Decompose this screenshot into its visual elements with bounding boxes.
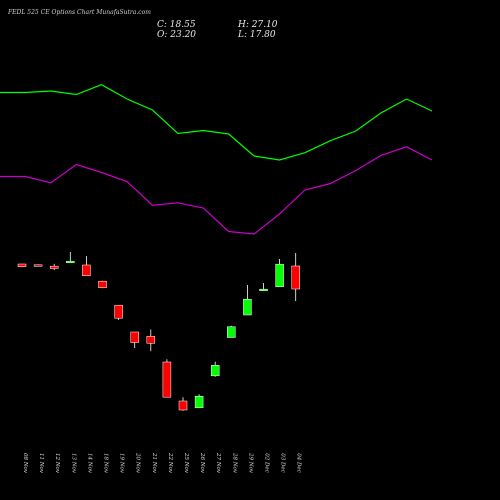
candle-16 bbox=[275, 259, 284, 288]
candle-17 bbox=[291, 253, 300, 301]
candle-7 bbox=[130, 331, 139, 348]
candle-body-bear bbox=[162, 361, 172, 398]
x-tick-label: 18 Nov bbox=[103, 453, 109, 474]
candle-body-bear bbox=[146, 336, 156, 344]
candle-4 bbox=[82, 256, 91, 276]
x-tick-label: 29 Nov bbox=[247, 452, 253, 474]
x-axis-labels: 08 Nov 11 Nov 12 Nov 13 Nov 14 Nov 18 Nov 19 N… bbox=[22, 452, 302, 474]
x-tick-label: 27 Nov bbox=[215, 452, 221, 474]
x-tick-label: 03 Dec bbox=[280, 453, 286, 473]
candle-body-bull bbox=[275, 263, 284, 288]
low-value: L: 17.80 bbox=[238, 30, 276, 40]
x-tick-label: 21 Nov bbox=[151, 452, 157, 474]
x-tick-label: 04 Dec bbox=[296, 453, 302, 473]
candle-9 bbox=[162, 359, 172, 398]
candle-body-bull bbox=[259, 288, 268, 291]
candle-12 bbox=[210, 361, 220, 377]
candle-body-bear bbox=[82, 264, 91, 276]
candle-body-bull bbox=[194, 395, 204, 409]
candle-body-bull bbox=[227, 326, 236, 338]
candle-11 bbox=[194, 394, 204, 409]
x-tick-label: 11 Nov bbox=[38, 453, 44, 474]
candle-body-bull bbox=[243, 298, 252, 316]
lower-overlay-line bbox=[0, 146, 433, 235]
candle-body-bear bbox=[49, 265, 59, 269]
candle-body-bear bbox=[291, 265, 300, 290]
candle-body-bear bbox=[98, 280, 107, 288]
candle-2 bbox=[49, 263, 59, 271]
candle-13 bbox=[227, 325, 236, 338]
upper-overlay-line bbox=[0, 84, 433, 161]
x-tick-label: 02 Dec bbox=[264, 453, 270, 473]
x-tick-label: 26 Nov bbox=[199, 452, 205, 474]
x-tick-label: 25 Nov bbox=[183, 452, 189, 474]
x-tick-label: 20 Nov bbox=[135, 452, 141, 474]
overlay-lines bbox=[0, 84, 433, 235]
candle-0 bbox=[17, 263, 27, 268]
candle-15 bbox=[259, 283, 268, 291]
candle-body-bear bbox=[114, 304, 123, 319]
candle-6 bbox=[114, 304, 123, 320]
x-tick-label: 14 Nov bbox=[86, 453, 92, 474]
candle-8 bbox=[146, 329, 156, 352]
candle-3 bbox=[66, 252, 75, 264]
candle-body-bull bbox=[66, 260, 75, 264]
candle-10 bbox=[178, 397, 188, 411]
x-tick-label: 12 Nov bbox=[54, 453, 60, 474]
x-tick-label: 22 Nov bbox=[167, 452, 173, 474]
high-value: H: 27.10 bbox=[238, 20, 278, 30]
close-value: C: 18.55 bbox=[157, 20, 196, 30]
x-tick-label: 19 Nov bbox=[119, 453, 125, 474]
candle-body-bull bbox=[210, 365, 220, 377]
candle-body-bear bbox=[33, 264, 43, 267]
candle-1 bbox=[33, 264, 43, 267]
x-tick-label: 13 Nov bbox=[70, 453, 76, 474]
candle-body-bear bbox=[178, 400, 188, 411]
candles bbox=[17, 252, 300, 411]
candle-5 bbox=[98, 280, 107, 289]
candle-14 bbox=[243, 285, 252, 316]
x-tick-label: 08 Nov bbox=[22, 453, 28, 474]
chart-header-title: FEDL 525 CE Options Chart MunafaSutra.co… bbox=[8, 9, 151, 16]
open-value: O: 23.20 bbox=[157, 30, 197, 40]
candle-body-bear bbox=[130, 331, 139, 343]
x-tick-label: 28 Nov bbox=[231, 452, 237, 474]
candle-body-bear bbox=[17, 263, 27, 267]
